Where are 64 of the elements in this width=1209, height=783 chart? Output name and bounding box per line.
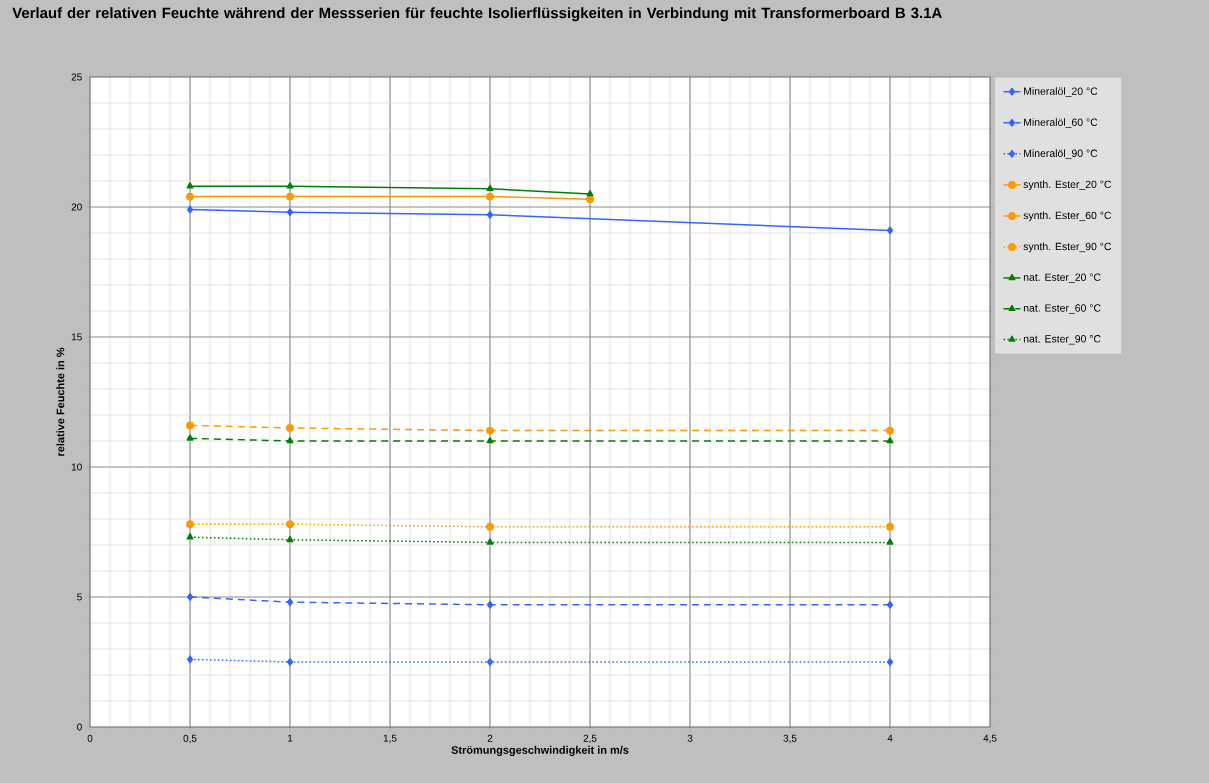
point: [486, 426, 494, 435]
x-tick-label: 0,5: [183, 734, 197, 743]
point: [286, 182, 294, 189]
y-tick-label: 25: [71, 73, 82, 81]
point: [486, 210, 494, 219]
point: [186, 205, 194, 214]
point: [886, 426, 894, 435]
point: [286, 658, 294, 666]
point: [186, 593, 194, 601]
point: [286, 598, 294, 607]
x-tick-label: 1: [288, 734, 293, 742]
y-tick-label: 5: [77, 593, 82, 601]
point: [186, 421, 194, 430]
legend-label: nat. Ester_60 °C: [1023, 304, 1101, 314]
point: [286, 208, 294, 217]
point: [886, 226, 894, 235]
x-tick-label: 1,5: [383, 734, 397, 743]
x-tick-label: 0: [87, 734, 93, 742]
x-axis-title: Strömungsgeschwindigkeit in m/s: [451, 745, 629, 757]
point: [486, 522, 494, 531]
point: [286, 192, 294, 201]
x-tick-label: 3: [687, 734, 693, 742]
point: [886, 522, 894, 531]
legend-label: Mineralöl_90 °C: [1024, 149, 1098, 159]
point: [286, 437, 294, 444]
point: [286, 520, 294, 529]
legend-label: nat. Ester_20 °C: [1023, 273, 1101, 283]
point: [486, 658, 494, 666]
legend-label: synth. Ester_20 °C: [1023, 180, 1112, 191]
point: [486, 184, 494, 192]
legend-label: Mineralöl_60 °C: [1024, 118, 1098, 128]
point: [186, 434, 194, 441]
point: [886, 658, 894, 666]
x-tick-label: 2: [487, 734, 493, 742]
point: [486, 437, 494, 444]
x-tick-label: 4,5: [983, 734, 997, 743]
legend-label: synth. Ester_90 °C: [1023, 242, 1112, 253]
point: [286, 535, 294, 543]
y-tick-label: 0: [77, 723, 82, 731]
point: [886, 600, 894, 609]
point: [486, 192, 494, 201]
point: [186, 182, 194, 189]
point: [586, 190, 594, 197]
point: [886, 437, 894, 444]
point: [486, 600, 494, 609]
y-tick-label: 20: [71, 203, 82, 211]
chart-title: Verlauf der relativen Feuchte während der Messserien für feuchte Isolierflüssigkeiten in Verbindung mit Transformerboard B 3.1A: [12, 7, 942, 22]
point: [186, 533, 194, 540]
point: [186, 192, 194, 201]
y-axis-title: relative Feuchte in %: [56, 347, 65, 456]
point: [586, 195, 594, 204]
x-tick-label: 3,5: [783, 734, 797, 743]
y-tick-label: 15: [71, 333, 82, 341]
point: [286, 424, 294, 432]
point: [886, 538, 894, 545]
legend-label: Mineralöl_20 °C: [1024, 87, 1098, 97]
y-tick-label: 10: [71, 463, 82, 471]
point: [486, 538, 494, 545]
legend-label: synth. Ester_60 °C: [1023, 211, 1112, 222]
x-tick-label: 2,5: [583, 734, 597, 743]
x-tick-label: 4: [887, 734, 893, 742]
point: [186, 655, 194, 664]
legend-label: nat. Ester_90 °C: [1023, 335, 1101, 345]
point: [186, 520, 194, 529]
